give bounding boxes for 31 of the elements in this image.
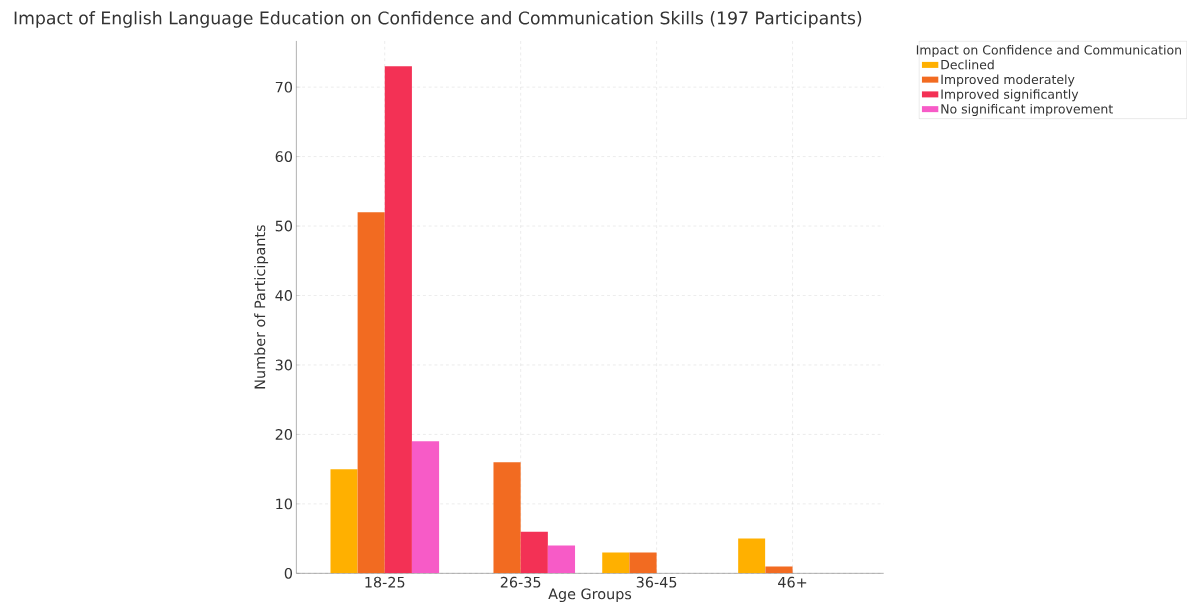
bar bbox=[602, 552, 630, 574]
bar bbox=[357, 212, 385, 574]
y-tick-label: 10 bbox=[276, 498, 293, 510]
legend-title: Impact on Confidence and Communication bbox=[916, 44, 1181, 57]
bar bbox=[520, 531, 548, 574]
chart-title: Impact of English Language Education on Confidence and Communication Skills (197 Participants) bbox=[14, 10, 862, 28]
bar bbox=[493, 462, 521, 574]
legend-label: No significant improvement bbox=[941, 103, 1113, 116]
y-tick-label: 40 bbox=[275, 289, 293, 301]
y-tick-label: 50 bbox=[275, 220, 293, 232]
x-tick-label: 26-35 bbox=[500, 576, 541, 588]
bar bbox=[411, 441, 440, 574]
legend-label: Improved moderately bbox=[941, 74, 1075, 87]
legend-label: Improved significantly bbox=[941, 89, 1079, 102]
y-tick-label: 60 bbox=[275, 151, 293, 162]
y-tick-label: 30 bbox=[275, 359, 293, 371]
y-tick-label: 0 bbox=[284, 567, 293, 579]
x-axis-title: Age Groups bbox=[548, 588, 632, 602]
legend-label: Declined bbox=[941, 59, 994, 70]
y-tick-label: 20 bbox=[275, 428, 293, 440]
bar bbox=[547, 545, 576, 574]
y-tick-label: 70 bbox=[275, 81, 293, 93]
x-tick-label: 18-25 bbox=[365, 576, 405, 588]
bar bbox=[738, 538, 766, 574]
bar bbox=[384, 66, 412, 574]
bar bbox=[629, 552, 657, 574]
bar bbox=[330, 469, 358, 574]
x-tick-label: 36-45 bbox=[636, 576, 677, 588]
x-tick-label: 46+ bbox=[778, 576, 807, 588]
y-axis-title: Number of Participants bbox=[254, 225, 269, 389]
bar bbox=[765, 566, 793, 574]
